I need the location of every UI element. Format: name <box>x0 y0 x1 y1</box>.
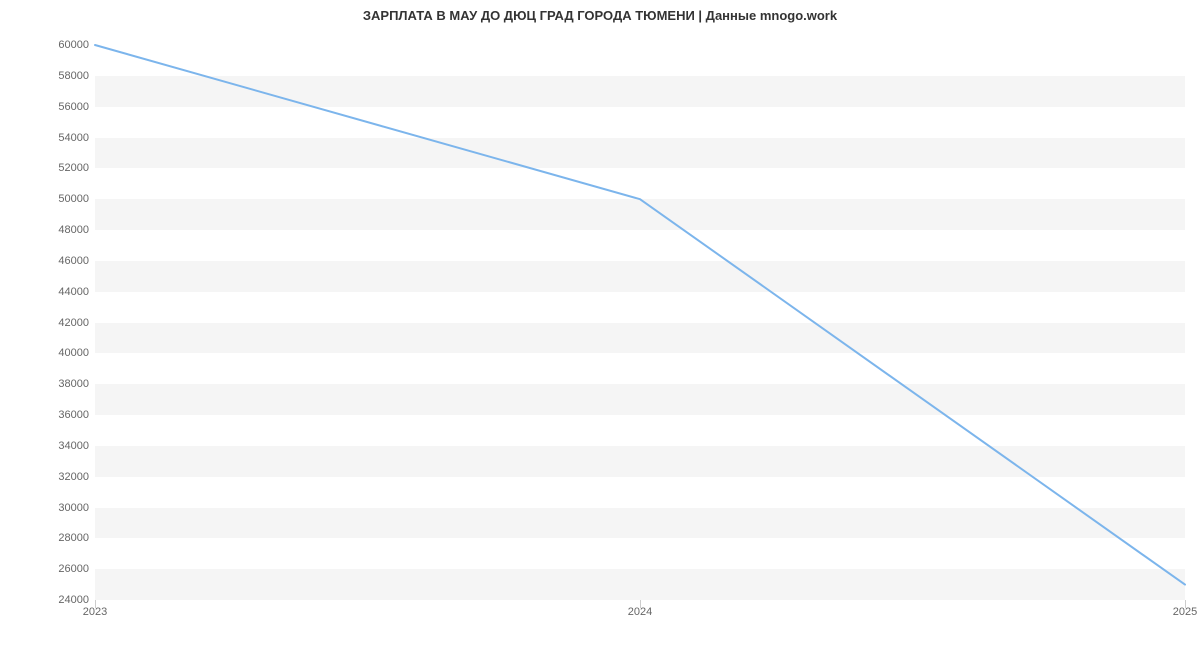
y-tick-label: 28000 <box>58 532 89 544</box>
y-tick-label: 58000 <box>58 70 89 82</box>
y-tick-label: 24000 <box>58 594 89 606</box>
y-tick-label: 60000 <box>58 39 89 51</box>
y-tick-label: 32000 <box>58 471 89 483</box>
y-tick-label: 48000 <box>58 224 89 236</box>
y-tick-label: 38000 <box>58 378 89 390</box>
y-tick-label: 40000 <box>58 347 89 359</box>
y-tick-label: 44000 <box>58 286 89 298</box>
salary-chart: ЗАРПЛАТА В МАУ ДО ДЮЦ ГРАД ГОРОДА ТЮМЕНИ… <box>0 0 1200 650</box>
y-tick-label: 30000 <box>58 502 89 514</box>
plot-area: 2400026000280003000032000340003600038000… <box>95 45 1185 600</box>
x-tick-label: 2023 <box>83 606 107 618</box>
chart-title: ЗАРПЛАТА В МАУ ДО ДЮЦ ГРАД ГОРОДА ТЮМЕНИ… <box>0 8 1200 23</box>
y-tick-label: 42000 <box>58 317 89 329</box>
y-tick-label: 54000 <box>58 132 89 144</box>
y-tick-label: 34000 <box>58 440 89 452</box>
x-tick-label: 2024 <box>628 606 652 618</box>
y-tick-label: 36000 <box>58 409 89 421</box>
line-series <box>95 45 1185 600</box>
x-tick-label: 2025 <box>1173 606 1197 618</box>
y-tick-label: 50000 <box>58 193 89 205</box>
y-tick-label: 46000 <box>58 255 89 267</box>
y-tick-label: 26000 <box>58 563 89 575</box>
y-tick-label: 56000 <box>58 101 89 113</box>
y-tick-label: 52000 <box>58 162 89 174</box>
